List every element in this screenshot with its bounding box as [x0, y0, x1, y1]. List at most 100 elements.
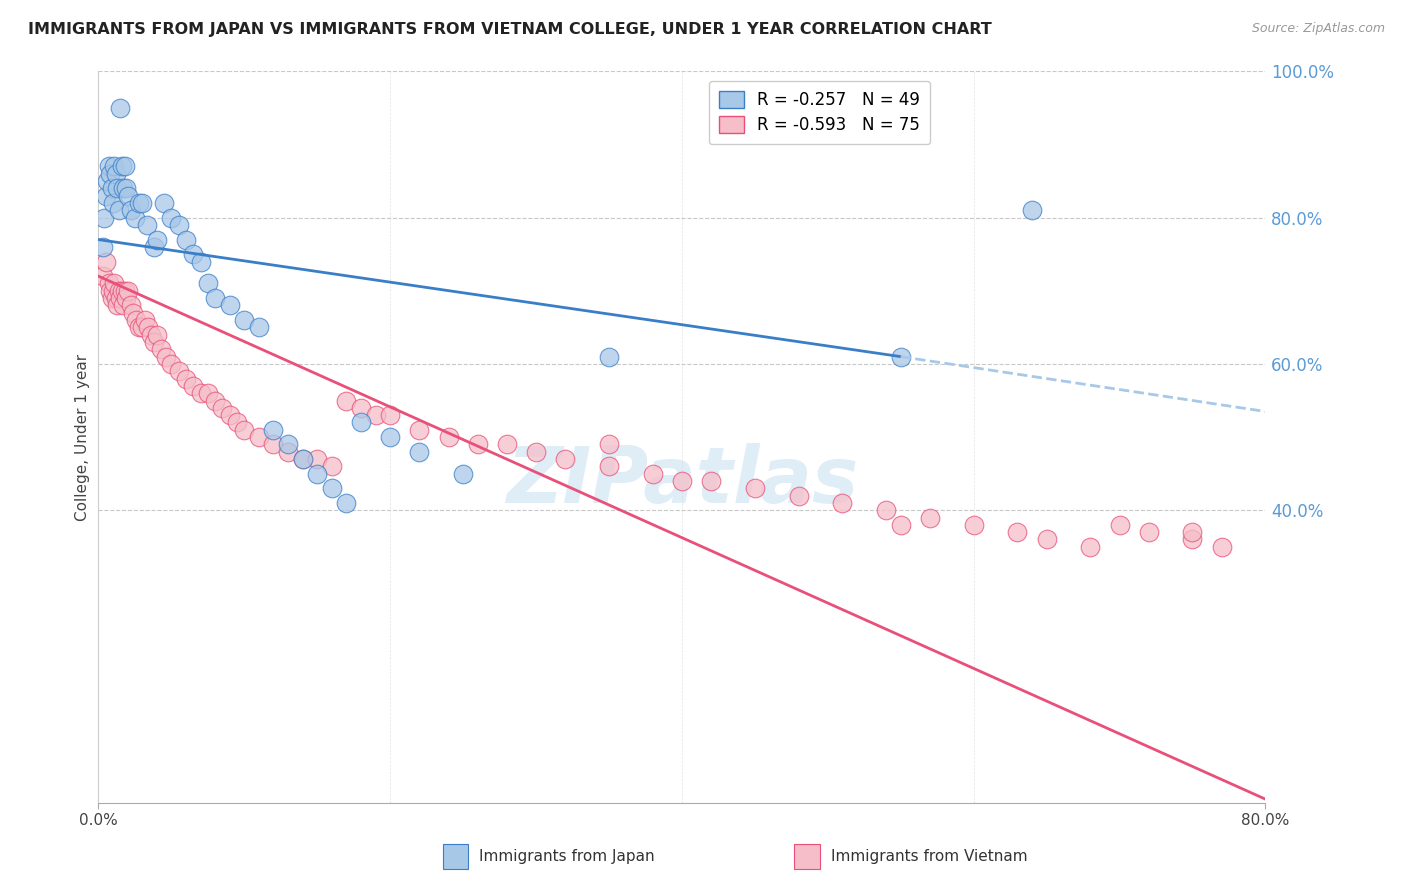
Point: [103, 277, 125, 291]
Point: [96, 174, 118, 188]
Point: [97, 160, 120, 174]
Point: [120, 298, 142, 312]
Point: [128, 320, 150, 334]
Point: [142, 334, 165, 349]
Point: [104, 291, 127, 305]
Point: [262, 437, 284, 451]
Point: [524, 444, 547, 458]
Point: [190, 386, 212, 401]
Point: [122, 306, 145, 320]
Point: [94, 188, 117, 202]
Text: ZIPatlas: ZIPatlas: [506, 443, 858, 519]
Point: [598, 350, 620, 364]
Point: [408, 444, 430, 458]
Point: [197, 277, 219, 291]
Point: [160, 211, 183, 225]
Point: [364, 408, 387, 422]
Point: [1021, 203, 1043, 218]
Point: [1137, 525, 1160, 540]
Point: [335, 496, 357, 510]
Point: [307, 467, 329, 481]
Point: [117, 188, 139, 202]
Point: [671, 474, 693, 488]
Point: [128, 196, 150, 211]
Point: [451, 467, 474, 481]
Point: [142, 240, 165, 254]
Point: [233, 423, 256, 437]
Point: [131, 196, 153, 211]
Point: [875, 503, 897, 517]
Point: [91, 240, 114, 254]
Point: [204, 393, 226, 408]
Point: [98, 284, 121, 298]
Point: [197, 386, 219, 401]
Point: [350, 401, 373, 415]
Point: [918, 510, 941, 524]
Point: [277, 444, 299, 458]
Point: [91, 269, 114, 284]
Point: [962, 517, 984, 532]
Point: [153, 196, 176, 211]
Point: [98, 167, 121, 181]
Point: [115, 181, 138, 195]
Point: [111, 160, 134, 174]
Point: [350, 416, 373, 430]
Point: [890, 517, 912, 532]
Point: [124, 211, 146, 225]
Point: [155, 350, 177, 364]
Point: [247, 430, 270, 444]
Point: [831, 496, 853, 510]
Point: [291, 452, 314, 467]
Point: [321, 481, 343, 495]
Point: [1035, 533, 1057, 547]
Point: [167, 364, 190, 378]
Point: [94, 254, 117, 268]
Point: [378, 408, 402, 422]
Point: [787, 489, 810, 503]
Point: [108, 284, 131, 298]
Point: [307, 452, 329, 467]
Point: [226, 416, 249, 430]
Point: [277, 437, 299, 451]
Point: [408, 423, 430, 437]
Point: [97, 277, 120, 291]
Point: [744, 481, 766, 495]
Point: [1181, 533, 1204, 547]
Point: [108, 203, 131, 218]
Text: Immigrants from Vietnam: Immigrants from Vietnam: [831, 849, 1028, 863]
Point: [233, 313, 256, 327]
Point: [1080, 540, 1102, 554]
Point: [125, 313, 148, 327]
Point: [93, 211, 115, 225]
Point: [467, 437, 489, 451]
Point: [115, 291, 138, 305]
Point: [1181, 525, 1204, 540]
Point: [218, 408, 240, 422]
Point: [218, 298, 240, 312]
Text: Source: ZipAtlas.com: Source: ZipAtlas.com: [1251, 22, 1385, 36]
Point: [100, 181, 122, 195]
Point: [174, 371, 197, 385]
Point: [112, 298, 135, 312]
Point: [204, 291, 226, 305]
Y-axis label: College, Under 1 year: College, Under 1 year: [75, 353, 90, 521]
Point: [135, 218, 157, 232]
Point: [100, 291, 122, 305]
Point: [598, 459, 620, 474]
Point: [554, 452, 576, 467]
Point: [890, 350, 912, 364]
Point: [111, 284, 134, 298]
Point: [190, 254, 212, 268]
Point: [335, 393, 357, 408]
Point: [181, 379, 204, 393]
Point: [700, 474, 723, 488]
Point: [641, 467, 664, 481]
Point: [114, 160, 136, 174]
Point: [437, 430, 460, 444]
Point: [1007, 525, 1029, 540]
Point: [1108, 517, 1130, 532]
Point: [1211, 540, 1233, 554]
Point: [101, 196, 124, 211]
Point: [110, 291, 132, 305]
Point: [120, 203, 142, 218]
